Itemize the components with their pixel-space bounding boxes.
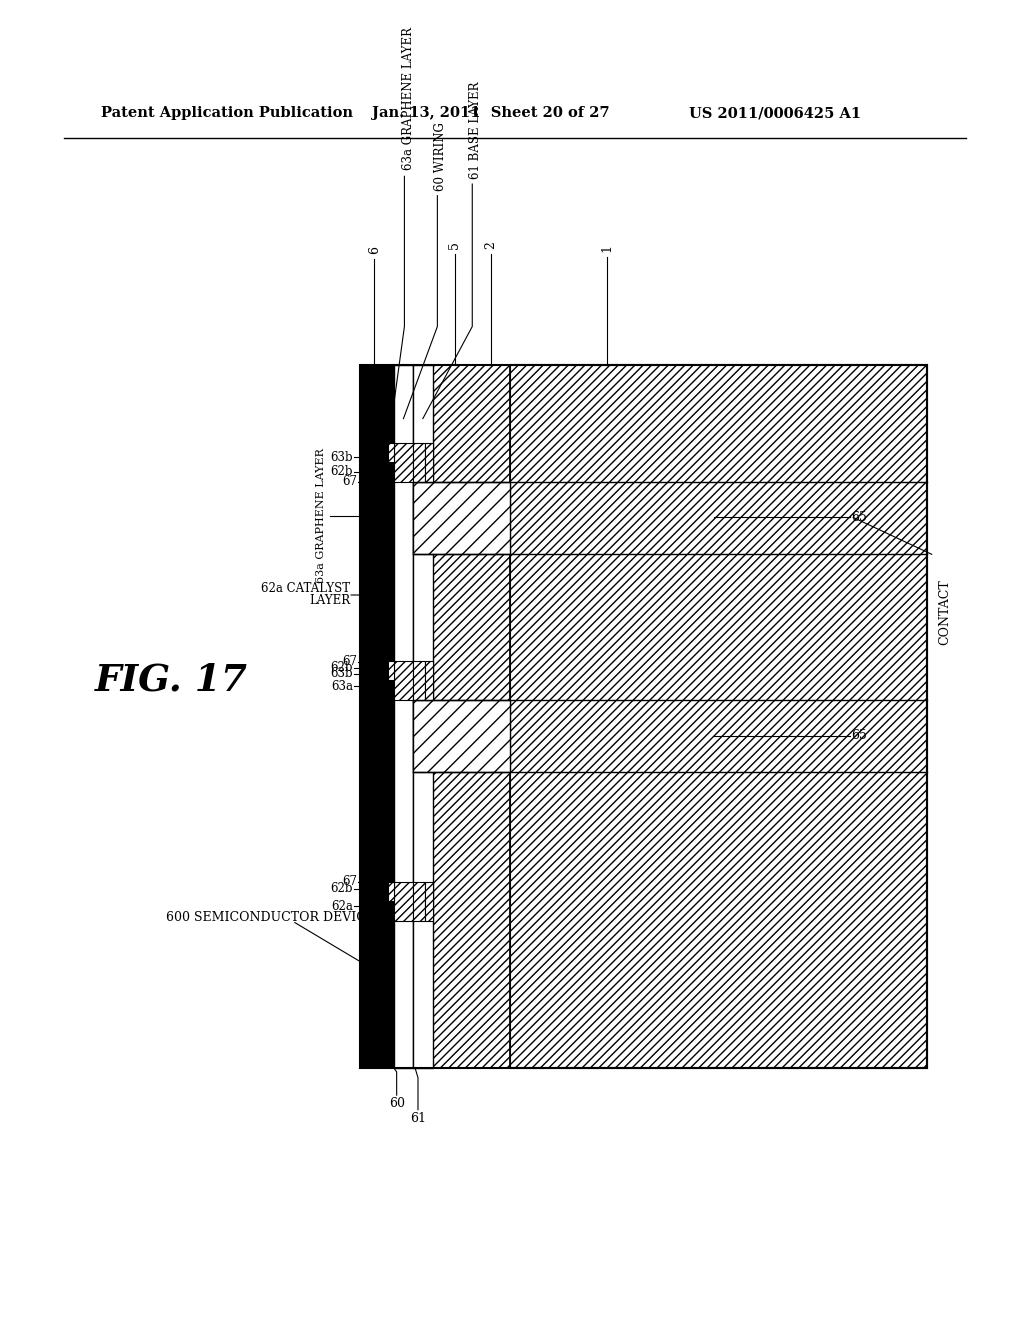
- Text: 60 WIRING: 60 WIRING: [434, 121, 447, 191]
- Text: 63a GRAPHENE LAYER: 63a GRAPHENE LAYER: [316, 447, 327, 583]
- Bar: [359, 366, 394, 1068]
- Text: 65: 65: [851, 729, 867, 742]
- Text: 61: 61: [410, 1111, 426, 1125]
- Text: 62a CATALYST: 62a CATALYST: [261, 582, 350, 595]
- Text: 63a: 63a: [331, 680, 353, 693]
- Bar: [394, 442, 413, 482]
- Text: 62b: 62b: [331, 882, 353, 895]
- Text: US 2011/0006425 A1: US 2011/0006425 A1: [689, 107, 861, 120]
- Bar: [425, 882, 432, 920]
- Text: 62a: 62a: [331, 900, 353, 912]
- Bar: [394, 661, 413, 700]
- Bar: [388, 442, 394, 462]
- Bar: [394, 882, 413, 920]
- Text: 63b: 63b: [331, 451, 353, 463]
- Text: 63a GRAPHENE LAYER: 63a GRAPHENE LAYER: [401, 26, 415, 169]
- Text: 61 BASE LAYER: 61 BASE LAYER: [469, 82, 482, 180]
- Text: 62b: 62b: [331, 661, 353, 675]
- Bar: [432, 366, 510, 1068]
- Text: LAYER: LAYER: [309, 594, 350, 607]
- Text: FIG. 17: FIG. 17: [95, 661, 248, 698]
- Text: 63b: 63b: [331, 667, 353, 680]
- Text: Jan. 13, 2011  Sheet 20 of 27: Jan. 13, 2011 Sheet 20 of 27: [373, 107, 610, 120]
- Text: 1: 1: [600, 244, 613, 252]
- Text: 60: 60: [389, 1097, 404, 1110]
- Text: 62b: 62b: [331, 466, 353, 478]
- Text: CONTACT: CONTACT: [938, 579, 951, 645]
- Bar: [425, 661, 432, 700]
- Bar: [413, 882, 425, 920]
- Bar: [359, 366, 927, 1068]
- Bar: [388, 882, 394, 902]
- Bar: [413, 442, 425, 482]
- Text: 600 SEMICONDUCTOR DEVICE: 600 SEMICONDUCTOR DEVICE: [166, 911, 375, 924]
- Text: 67: 67: [342, 875, 357, 888]
- Text: 67: 67: [342, 655, 357, 668]
- Text: Patent Application Publication: Patent Application Publication: [101, 107, 353, 120]
- Text: 5: 5: [449, 242, 462, 249]
- Text: 2: 2: [484, 242, 498, 249]
- Bar: [413, 482, 510, 554]
- Bar: [510, 366, 927, 1068]
- Bar: [413, 700, 510, 772]
- Bar: [413, 661, 425, 700]
- Bar: [413, 366, 432, 1068]
- Text: 67: 67: [342, 475, 357, 488]
- Bar: [425, 442, 432, 482]
- Bar: [388, 661, 394, 680]
- Text: 65: 65: [851, 511, 867, 524]
- Text: 6: 6: [368, 246, 381, 253]
- Bar: [394, 366, 413, 1068]
